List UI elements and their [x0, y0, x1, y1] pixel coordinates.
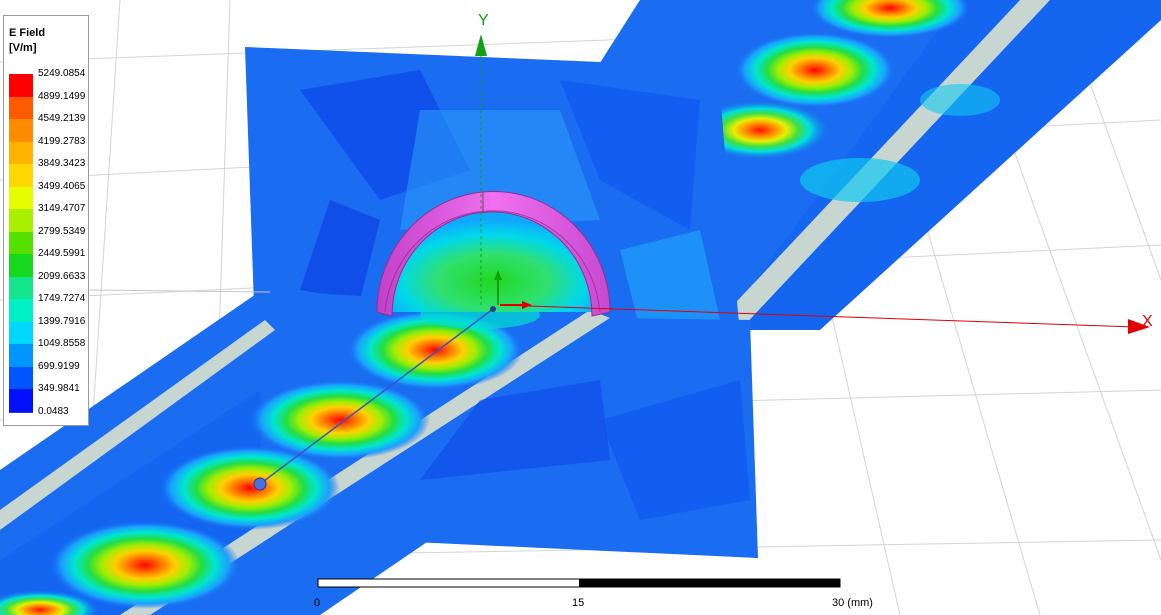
legend-value-label: 3849.3423 [38, 158, 86, 169]
legend-value-label: 1049.8558 [38, 338, 86, 349]
legend-swatch [9, 74, 33, 98]
legend-value-label: 2099.6633 [38, 270, 86, 282]
legend-swatch [9, 276, 33, 300]
legend-value-label: 3149.4707 [38, 203, 86, 214]
reference-line [89, 289, 271, 293]
legend-value-label: 5249.0854 [38, 68, 86, 79]
legend-value-label: 4199.2783 [38, 135, 86, 147]
scale-label-0: 0 [314, 597, 321, 609]
legend-value-label: 2799.5349 [38, 225, 86, 237]
legend-value-label: 3499.4065 [38, 180, 86, 192]
legend-value-label: 0.0483 [38, 405, 69, 417]
probe-line[interactable] [253, 306, 496, 491]
legend-title-unit: [V/m] [9, 42, 37, 54]
probe-end-handle[interactable] [490, 306, 496, 312]
x-axis [499, 301, 1150, 334]
legend-swatch [9, 389, 33, 413]
legend-title-quantity: E Field [9, 27, 46, 39]
legend-value-label: 4899.1499 [38, 90, 86, 102]
probe-start-handle[interactable] [253, 477, 267, 491]
legend-swatch [9, 164, 33, 188]
legend-title: E Field [V/m] [9, 26, 45, 56]
legend-swatch [9, 186, 33, 210]
scale-label-15: 15 [572, 597, 585, 609]
legend-color-bar [9, 74, 33, 413]
legend-swatch [9, 119, 33, 143]
y-axis [475, 34, 502, 305]
magenta-ring [376, 190, 611, 317]
y-axis-label: Y [478, 12, 489, 29]
legend-value-label: 349.9841 [38, 383, 80, 394]
legend-swatch [9, 321, 33, 345]
legend-swatch [9, 141, 33, 165]
legend-swatch [9, 96, 33, 120]
legend-value-label: 4549.2139 [38, 113, 86, 124]
legend-value-label: 699.9199 [38, 360, 80, 372]
legend-value-label: 2449.5991 [38, 248, 86, 259]
color-legend[interactable]: E Field [V/m] 5249.0854 4899.1499 4549.213… [3, 15, 89, 426]
lower-strip [0, 290, 758, 615]
scale-label-30: 30 (mm) [832, 597, 873, 609]
legend-value-label: 1399.7916 [38, 315, 86, 327]
legend-swatch [9, 344, 33, 368]
legend-swatch [9, 254, 33, 278]
dome-field [390, 209, 595, 312]
x-axis-label: X [1142, 313, 1153, 330]
legend-swatch [9, 209, 33, 233]
legend-swatch [9, 299, 33, 323]
legend-swatch [9, 231, 33, 255]
legend-swatch [9, 366, 33, 390]
scale-bar [317, 578, 841, 588]
legend-value-label: 1749.7274 [38, 293, 86, 304]
